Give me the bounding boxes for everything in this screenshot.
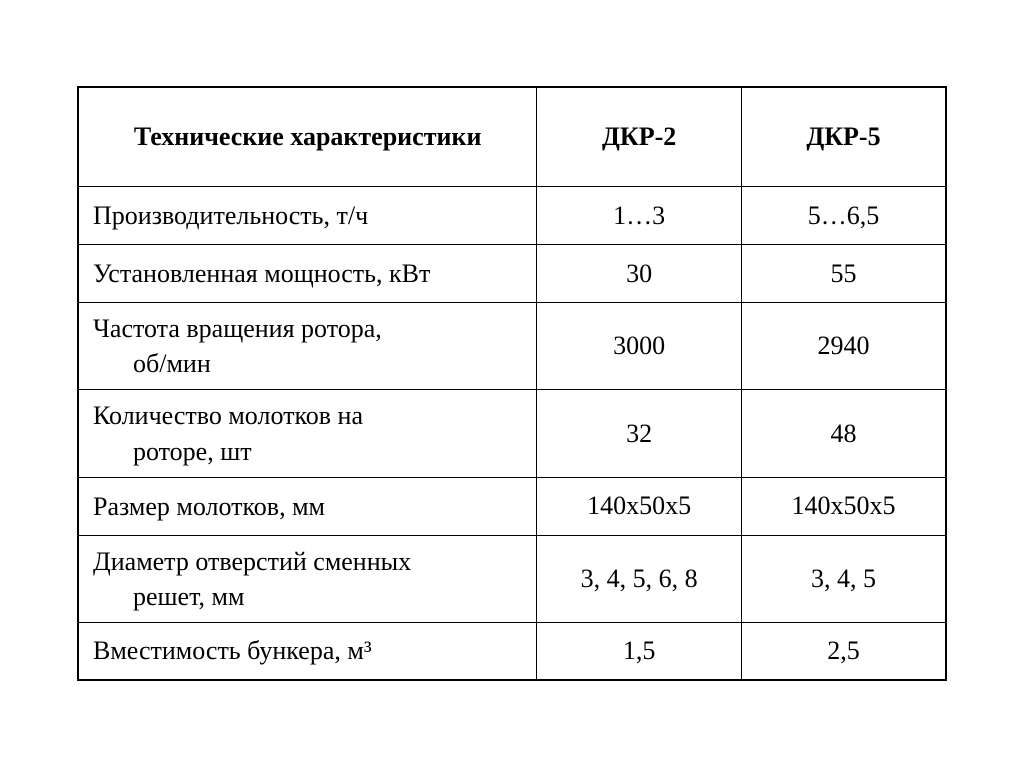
row-label-line1: Вместимость бункера, м³ <box>93 636 372 665</box>
row-label-line1: Установленная мощность, кВт <box>93 259 430 288</box>
spec-table-container: Технические характеристики ДКР-2 ДКР-5 П… <box>77 86 947 682</box>
row-label: Количество молотков на роторе, шт <box>78 390 537 477</box>
table-header: Технические характеристики ДКР-2 ДКР-5 <box>78 87 946 187</box>
row-value-dkr2: 1,5 <box>537 622 742 680</box>
row-label-line1: Количество молотков на <box>93 401 363 430</box>
table-row: Размер молотков, мм 140х50х5 140х50х5 <box>78 477 946 535</box>
header-col-spec: Технические характеристики <box>78 87 537 187</box>
row-value-dkr2: 1…3 <box>537 187 742 245</box>
table-body: Производительность, т/ч 1…3 5…6,5 Устано… <box>78 187 946 681</box>
row-label-line2: об/мин <box>93 346 524 381</box>
row-label-line1: Размер молотков, мм <box>93 492 325 521</box>
table-row: Вместимость бункера, м³ 1,5 2,5 <box>78 622 946 680</box>
row-label: Диаметр отверстий сменных решет, мм <box>78 535 537 622</box>
row-value-dkr5: 2,5 <box>741 622 946 680</box>
row-value-dkr5: 140х50х5 <box>741 477 946 535</box>
row-label-line1: Производительность, т/ч <box>93 201 368 230</box>
row-label-line1: Диаметр отверстий сменных <box>93 547 411 576</box>
row-value-dkr2: 3, 4, 5, 6, 8 <box>537 535 742 622</box>
row-value-dkr5: 55 <box>741 245 946 303</box>
table-row: Частота вращения ротора, об/мин 3000 294… <box>78 303 946 390</box>
row-value-dkr5: 48 <box>741 390 946 477</box>
header-col-dkr2: ДКР-2 <box>537 87 742 187</box>
header-col-dkr5: ДКР-5 <box>741 87 946 187</box>
table-row: Производительность, т/ч 1…3 5…6,5 <box>78 187 946 245</box>
row-label: Вместимость бункера, м³ <box>78 622 537 680</box>
row-value-dkr5: 3, 4, 5 <box>741 535 946 622</box>
row-value-dkr2: 3000 <box>537 303 742 390</box>
row-label-line2: роторе, шт <box>93 434 524 469</box>
row-value-dkr5: 2940 <box>741 303 946 390</box>
row-label: Частота вращения ротора, об/мин <box>78 303 537 390</box>
row-value-dkr2: 140х50х5 <box>537 477 742 535</box>
header-row: Технические характеристики ДКР-2 ДКР-5 <box>78 87 946 187</box>
row-value-dkr5: 5…6,5 <box>741 187 946 245</box>
spec-table: Технические характеристики ДКР-2 ДКР-5 П… <box>77 86 947 682</box>
row-label-line1: Частота вращения ротора, <box>93 314 382 343</box>
row-value-dkr2: 30 <box>537 245 742 303</box>
row-label: Производительность, т/ч <box>78 187 537 245</box>
table-row: Диаметр отверстий сменных решет, мм 3, 4… <box>78 535 946 622</box>
table-row: Количество молотков на роторе, шт 32 48 <box>78 390 946 477</box>
row-label: Установленная мощность, кВт <box>78 245 537 303</box>
row-label-line2: решет, мм <box>93 579 524 614</box>
table-row: Установленная мощность, кВт 30 55 <box>78 245 946 303</box>
row-value-dkr2: 32 <box>537 390 742 477</box>
row-label: Размер молотков, мм <box>78 477 537 535</box>
